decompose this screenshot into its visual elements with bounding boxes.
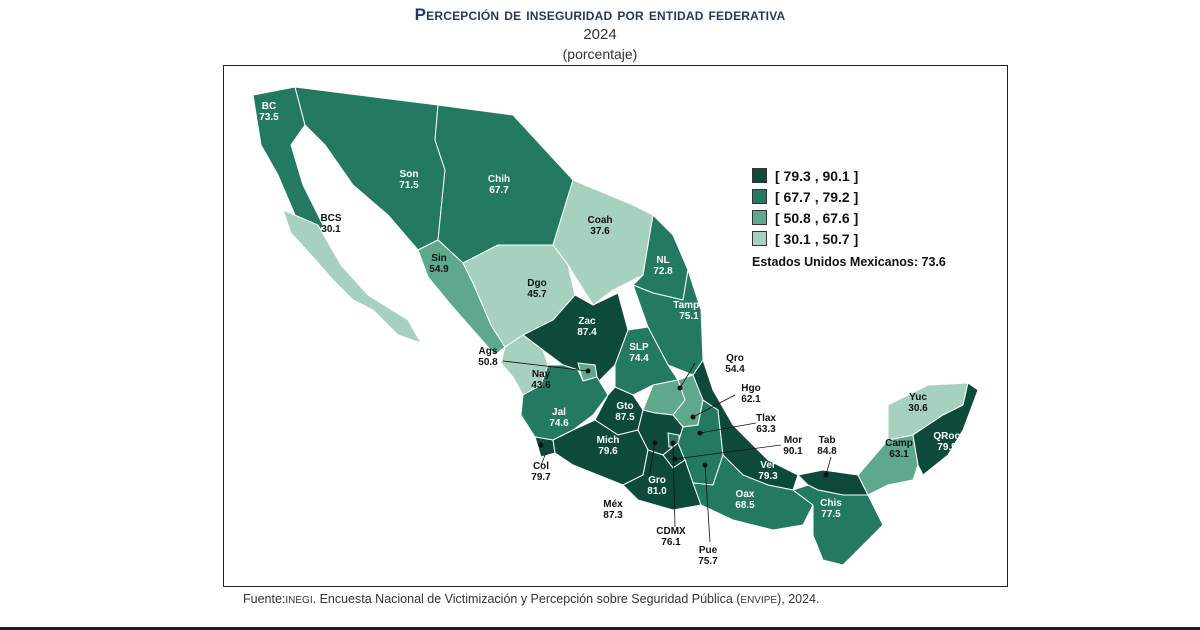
state-value-qro: 54.4	[725, 364, 745, 375]
source-note: Fuente:INEGI. Encuesta Nacional de Victi…	[243, 592, 819, 606]
state-abbr-yuc: Yuc	[909, 392, 927, 403]
state-abbr-son: Son	[400, 169, 419, 180]
legend-swatch-1	[752, 168, 767, 183]
state-abbr-tamps: Tamps	[673, 300, 705, 311]
source-org: INEGI	[285, 595, 313, 606]
state-value-tlax: 63.3	[756, 424, 776, 435]
state-abbr-hgo: Hgo	[741, 383, 760, 394]
state-value-chih: 67.7	[489, 185, 509, 196]
state-value-son: 71.5	[399, 180, 419, 191]
state-value-sin: 54.9	[429, 264, 449, 275]
state-abbr-qroo: QRoo	[933, 431, 960, 442]
state-abbr-pue: Pue	[699, 545, 718, 556]
state-abbr-ags: Ags	[479, 346, 498, 357]
state-shape-qroo[interactable]	[912, 382, 979, 476]
state-abbr-tlax: Tlax	[756, 413, 776, 424]
state-abbr-col: Col	[533, 461, 549, 472]
legend-swatch-3	[752, 210, 767, 225]
legend-label-2: [ 67.7 , 79.2 ]	[775, 188, 859, 205]
state-value-nay: 43.6	[531, 380, 551, 391]
state-value-ver: 79.3	[758, 471, 778, 482]
state-shape-bcs[interactable]	[282, 209, 423, 344]
state-value-hgo: 62.1	[741, 394, 761, 405]
legend-row-4: [ 30.1 , 50.7 ]	[752, 228, 858, 249]
state-abbr-ver: Ver	[760, 460, 776, 471]
state-value-gto: 87.5	[615, 412, 635, 423]
legend-swatch-4	[752, 231, 767, 246]
state-abbr-cdmx: CDMX	[656, 526, 686, 537]
state-abbr-gto: Gto	[616, 401, 633, 412]
national-label: Estados Unidos Mexicanos:	[752, 255, 919, 269]
legend-row-1: [ 79.3 , 90.1 ]	[752, 165, 858, 186]
state-shape-chis[interactable]	[791, 484, 884, 566]
legend-label-4: [ 30.1 , 50.7 ]	[775, 230, 859, 247]
state-abbr-sin: Sin	[431, 253, 447, 264]
legend-row-2: [ 67.7 , 79.2 ]	[752, 186, 858, 207]
state-value-slp: 74.4	[629, 353, 649, 364]
state-value-chis: 77.5	[821, 509, 841, 520]
bottom-rule	[0, 627, 1200, 630]
source-acronym: ENVIPE	[740, 595, 778, 606]
state-abbr-tab: Tab	[818, 435, 835, 446]
state-abbr-coah: Coah	[588, 215, 613, 226]
state-abbr-mex: Méx	[603, 499, 623, 510]
state-abbr-chis: Chis	[820, 498, 842, 509]
map-unit: (porcentaje)	[562, 46, 638, 62]
legend: [ 79.3 , 90.1 ] [ 67.7 , 79.2 ] [ 50.8 ,…	[752, 165, 858, 249]
state-abbr-nl: NL	[656, 255, 669, 266]
legend-swatch-2	[752, 189, 767, 204]
leader-dots	[538, 368, 829, 478]
legend-row-3: [ 50.8 , 67.6 ]	[752, 207, 858, 228]
state-abbr-oax: Oax	[736, 489, 755, 500]
national-value: 73.6	[921, 255, 946, 269]
state-abbr-chih: Chih	[488, 174, 510, 185]
state-value-col: 79.7	[531, 472, 551, 483]
state-value-jal: 74.6	[549, 418, 569, 429]
state-abbr-gro: Gro	[648, 475, 666, 486]
state-value-bcs: 30.1	[321, 224, 341, 235]
map-year: 2024	[583, 26, 617, 43]
state-value-oax: 68.5	[735, 500, 755, 511]
state-abbr-qro: Qro	[726, 353, 744, 364]
legend-label-3: [ 50.8 , 67.6 ]	[775, 209, 859, 226]
state-value-nl: 72.8	[653, 266, 673, 277]
source-prefix: Fuente:	[243, 592, 286, 606]
state-shape-gro[interactable]	[622, 449, 702, 511]
national-total: Estados Unidos Mexicanos: 73.6	[752, 255, 946, 269]
state-abbr-dgo: Dgo	[527, 278, 546, 289]
state-value-yuc: 30.6	[908, 403, 928, 414]
state-abbr-bcs: BCS	[320, 213, 341, 224]
state-value-tab: 84.8	[817, 446, 837, 457]
state-value-tamps: 75.1	[679, 311, 699, 322]
map-title: Percepción de inseguridad por entidad fe…	[414, 5, 786, 24]
map-frame	[223, 65, 1008, 587]
state-value-coah: 37.6	[590, 226, 610, 237]
state-abbr-bc: BC	[262, 101, 276, 112]
state-value-camp: 63.1	[889, 449, 909, 460]
state-abbr-camp: Camp	[885, 438, 913, 449]
source-suffix: ), 2024.	[777, 592, 820, 606]
state-value-ags: 50.8	[478, 357, 498, 368]
state-abbr-jal: Jal	[552, 407, 566, 418]
state-value-gro: 81.0	[647, 486, 667, 497]
state-abbr-nay: Nay	[532, 369, 551, 380]
state-abbr-mich: Mich	[597, 435, 620, 446]
state-value-qroo: 79.9	[937, 442, 957, 453]
state-value-cdmx: 76.1	[661, 537, 681, 548]
source-text: . Encuesta Nacional de Victimización y P…	[312, 592, 741, 606]
legend-label-1: [ 79.3 , 90.1 ]	[775, 167, 859, 184]
state-value-pue: 75.7	[698, 556, 718, 567]
state-value-mor: 90.1	[783, 446, 803, 457]
state-abbr-slp: SLP	[629, 342, 649, 353]
state-value-zac: 87.4	[577, 327, 597, 338]
state-value-mich: 79.6	[598, 446, 618, 457]
state-value-dgo: 45.7	[527, 289, 547, 300]
state-value-mex: 87.3	[603, 510, 623, 521]
leader-lines	[502, 360, 832, 543]
state-abbr-zac: Zac	[578, 316, 596, 327]
state-value-bc: 73.5	[259, 112, 279, 123]
state-abbr-mor: Mor	[784, 435, 802, 446]
